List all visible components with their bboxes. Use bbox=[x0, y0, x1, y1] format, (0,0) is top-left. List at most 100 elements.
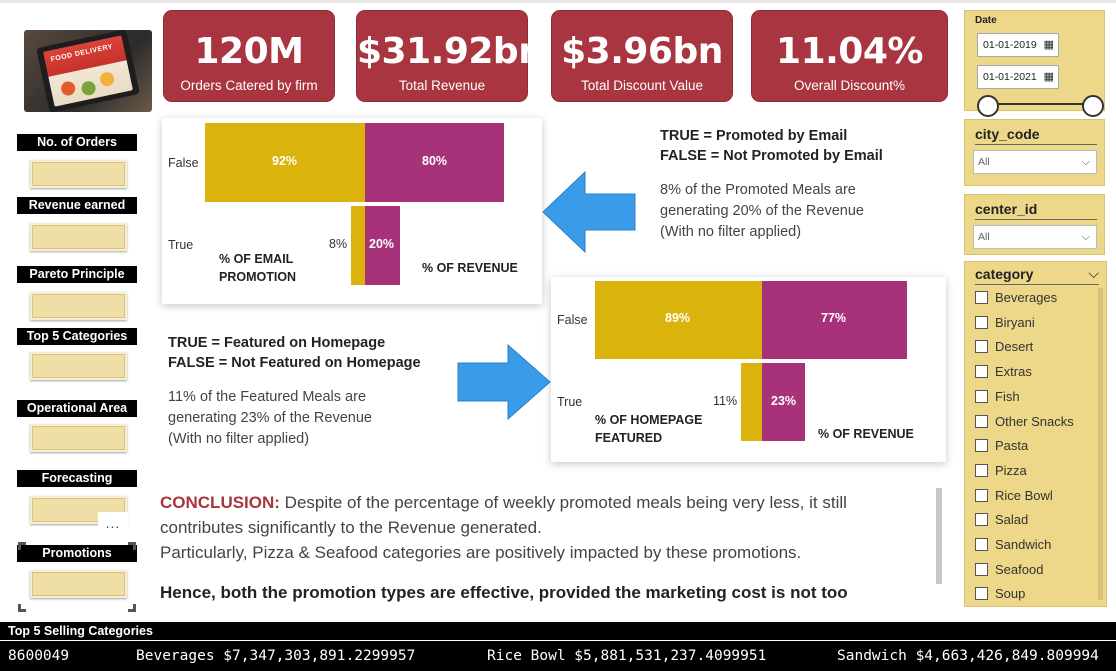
end-date-input[interactable]: 01-01-2021 ▦ bbox=[977, 65, 1059, 89]
email-false-definition: FALSE = Not Promoted by Email bbox=[660, 148, 883, 164]
category-option[interactable]: Seafood bbox=[975, 562, 1043, 577]
center-id-dropdown[interactable]: All ⌵ bbox=[973, 225, 1097, 249]
homepage-note-line: generating 23% of the Revenue bbox=[168, 410, 372, 426]
email-note: TRUE = Promoted by Email FALSE = Not Pro… bbox=[660, 126, 920, 243]
nav-button-top5[interactable] bbox=[30, 352, 127, 380]
nav-button-forecasting[interactable] bbox=[30, 496, 127, 524]
category-option[interactable]: Fish bbox=[975, 389, 1020, 404]
checkbox-icon[interactable] bbox=[975, 463, 988, 477]
category-scrollbar[interactable] bbox=[1098, 288, 1103, 600]
category-option[interactable]: Sandwich bbox=[975, 537, 1051, 552]
conclusion-heading: CONCLUSION: bbox=[160, 493, 280, 512]
arrow-left-icon bbox=[542, 170, 636, 254]
checkbox-icon[interactable] bbox=[975, 315, 988, 329]
kpi-orders-card: 120M Orders Catered by firm bbox=[163, 10, 335, 102]
conclusion-scrollbar[interactable] bbox=[936, 488, 942, 584]
city-code-dropdown[interactable]: All ⌵ bbox=[973, 150, 1097, 174]
checkbox-icon[interactable] bbox=[975, 513, 988, 527]
category-option[interactable]: Desert bbox=[975, 339, 1033, 354]
checkbox-icon[interactable] bbox=[975, 488, 988, 502]
nav-label-orders: No. of Orders bbox=[17, 134, 137, 151]
kpi-value: 11.04% bbox=[776, 31, 923, 72]
data-label-false-email: 92% bbox=[272, 154, 298, 168]
nav-button-pareto[interactable] bbox=[30, 292, 127, 320]
date-slider-start-handle[interactable] bbox=[977, 95, 999, 117]
bar-true-homepage[interactable] bbox=[741, 363, 762, 441]
right-axis-caption: % OF REVENUE bbox=[422, 261, 518, 275]
category-option-label: Other Snacks bbox=[995, 413, 1074, 429]
homepage-false-definition: FALSE = Not Featured on Homepage bbox=[168, 355, 421, 371]
category-option[interactable]: Soup bbox=[975, 586, 1025, 601]
bar-true-revenue[interactable] bbox=[365, 206, 400, 285]
conclusion-summary: Hence, both the promotion types are effe… bbox=[160, 583, 848, 602]
kpi-value: $3.96bn bbox=[561, 31, 723, 72]
more-options-icon[interactable]: ... bbox=[98, 512, 128, 538]
checkbox-icon[interactable] bbox=[975, 562, 988, 576]
kpi-label: Total Discount Value bbox=[580, 78, 704, 93]
homepage-note-line: 11% of the Featured Meals are bbox=[168, 389, 367, 405]
email-promotion-chart[interactable]: False True 92% 80% 8% 20% % OF EMAIL PRO… bbox=[162, 118, 542, 304]
nav-button-orders[interactable] bbox=[30, 160, 127, 188]
selection-frame bbox=[18, 542, 136, 612]
top-categories-ticker: 8600049 Beverages $7,347,303,891.2299957… bbox=[0, 641, 1116, 671]
category-option[interactable]: Rice Bowl bbox=[975, 488, 1053, 503]
left-axis-caption: % OF EMAIL PROMOTION bbox=[219, 252, 297, 284]
category-option-label: Biryani bbox=[995, 314, 1035, 330]
checkbox-icon[interactable] bbox=[975, 587, 988, 601]
kpi-value: 120M bbox=[194, 31, 304, 72]
date-filter: Date 01-01-2019 ▦ 01-01-2021 ▦ bbox=[964, 10, 1105, 117]
kpi-discount-percent-card: 11.04% Overall Discount% bbox=[751, 10, 948, 102]
nav-button-operational[interactable] bbox=[30, 424, 127, 452]
bar-false-revenue[interactable] bbox=[365, 123, 505, 202]
category-option[interactable]: Other Snacks bbox=[975, 414, 1074, 429]
bar-false-revenue[interactable] bbox=[762, 281, 907, 359]
checkbox-icon[interactable] bbox=[975, 340, 988, 354]
bar-true-email[interactable] bbox=[351, 206, 365, 285]
ticker-title: Top 5 Selling Categories bbox=[0, 622, 1116, 640]
category-option[interactable]: Salad bbox=[975, 512, 1028, 527]
checkbox-icon[interactable] bbox=[975, 389, 988, 403]
ticker-item: Rice Bowl $5,881,531,237.4099951 bbox=[487, 648, 767, 664]
conclusion-line: Despite of the percentage of weekly prom… bbox=[160, 493, 847, 537]
nav-button-revenue[interactable] bbox=[30, 223, 127, 251]
kpi-label: Total Revenue bbox=[398, 78, 486, 93]
date-slider-end-handle[interactable] bbox=[1082, 95, 1104, 117]
category-option[interactable]: Pasta bbox=[975, 438, 1028, 453]
checkbox-icon[interactable] bbox=[975, 414, 988, 428]
kpi-value: $31.92bn bbox=[357, 31, 544, 72]
category-option-label: Pizza bbox=[995, 462, 1027, 478]
category-option[interactable]: Biryani bbox=[975, 315, 1035, 330]
category-option-label: Rice Bowl bbox=[995, 487, 1053, 503]
email-note-line: 8% of the Promoted Meals are bbox=[660, 182, 856, 198]
bar-true-revenue[interactable] bbox=[762, 363, 806, 441]
category-option[interactable]: Pizza bbox=[975, 463, 1027, 478]
data-label-true-email: 8% bbox=[329, 237, 348, 251]
chevron-down-icon: ⌵ bbox=[1081, 156, 1090, 168]
chevron-down-icon: ⌵ bbox=[1081, 231, 1090, 243]
city-code-title: city_code bbox=[975, 126, 1097, 147]
checkbox-icon[interactable] bbox=[975, 365, 988, 379]
date-filter-title: Date bbox=[975, 15, 997, 26]
ticker-item: Beverages $7,347,303,891.2299957 bbox=[136, 648, 416, 664]
homepage-true-definition: TRUE = Featured on Homepage bbox=[168, 335, 386, 351]
category-label-true: True bbox=[168, 238, 194, 252]
bar-false-homepage[interactable] bbox=[594, 281, 762, 359]
center-id-filter: center_id All ⌵ bbox=[964, 194, 1105, 255]
checkbox-icon[interactable] bbox=[975, 538, 988, 551]
chevron-down-icon[interactable]: ⌵ bbox=[1088, 265, 1099, 281]
data-label-true-revenue: 20% bbox=[369, 237, 395, 251]
bar-false-email[interactable] bbox=[204, 123, 365, 202]
nav-button-promotions[interactable] bbox=[30, 570, 127, 598]
category-option[interactable]: Beverages bbox=[975, 290, 1057, 305]
data-label-false-revenue: 80% bbox=[422, 154, 448, 168]
category-option-label: Desert bbox=[995, 339, 1034, 355]
category-label-false: False bbox=[168, 156, 199, 170]
nav-label-pareto: Pareto Principle bbox=[17, 266, 137, 283]
start-date-input[interactable]: 01-01-2019 ▦ bbox=[977, 33, 1059, 57]
category-option-label: Salad bbox=[995, 512, 1029, 528]
checkbox-icon[interactable] bbox=[975, 291, 988, 304]
category-option[interactable]: Extras bbox=[975, 364, 1032, 379]
checkbox-icon[interactable] bbox=[975, 439, 988, 453]
date-slider-track bbox=[987, 103, 1087, 105]
homepage-featured-chart[interactable]: False True 89% 77% 11% 23% % OF HOMEPAGE… bbox=[551, 277, 946, 462]
